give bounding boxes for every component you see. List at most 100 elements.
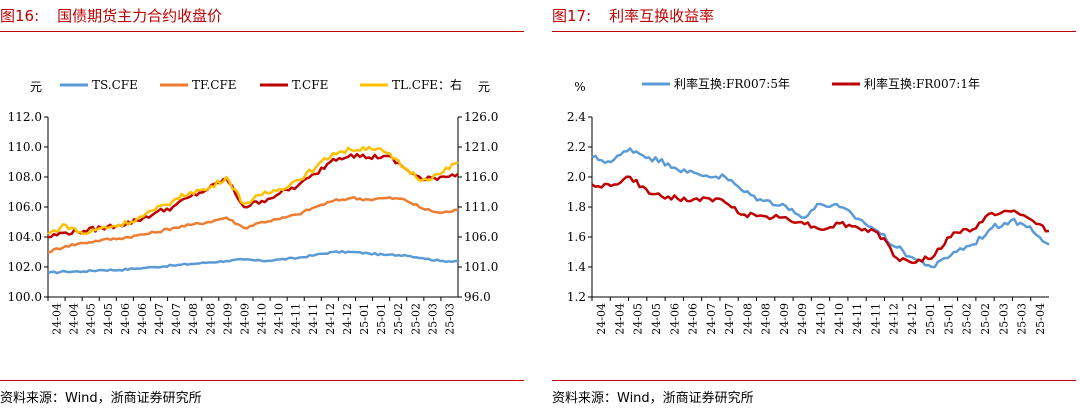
title-rule bbox=[0, 31, 524, 32]
x-tick-label: 24-06 bbox=[136, 303, 149, 335]
x-tick-label: 24-07 bbox=[170, 303, 183, 335]
x-tick-label: 24-11 bbox=[307, 303, 320, 335]
x-tick-label: 24-06 bbox=[687, 303, 700, 335]
x-tick-label: 24-10 bbox=[815, 303, 828, 335]
y-axis-unit: % bbox=[574, 80, 585, 94]
x-tick-label: 24-06 bbox=[119, 303, 132, 335]
figure-17-title-text: 利率互换收益率 bbox=[609, 7, 715, 25]
x-tick-label: 24-05 bbox=[102, 303, 115, 335]
legend-label-4: TL.CFE：右 bbox=[392, 77, 462, 92]
x-tick-label: 24-06 bbox=[668, 303, 681, 335]
y-right-tick-label: 116.0 bbox=[464, 170, 498, 184]
title-rule bbox=[552, 31, 1076, 32]
futures-closing-price-chart: 100.0 102.0 104.0 106.0 108.0 110.0 112.0 96.0 1… bbox=[8, 77, 499, 335]
x-tick-label: 24-11 bbox=[869, 303, 882, 335]
series-line-4 bbox=[47, 145, 459, 236]
y-right-tick-label: 111.0 bbox=[464, 200, 498, 214]
x-tick-label: 24-08 bbox=[187, 303, 200, 335]
x-tick-label: 25-03 bbox=[1016, 303, 1029, 335]
figure-16-panel: 图16: 国债期货主力合约收盘价 100.0 102.0 104.0 106.0 108.… bbox=[0, 0, 524, 410]
x-tick-label: 25-01 bbox=[358, 303, 371, 335]
legend-label-2: TF.CFE bbox=[192, 78, 237, 92]
series-line-1 bbox=[591, 147, 1050, 269]
x-tick-label: 25-01 bbox=[924, 303, 937, 335]
x-tick-label: 25-01 bbox=[942, 303, 955, 335]
x-tick-label: 24-10 bbox=[256, 303, 269, 335]
interest-rate-swap-chart: 1.2 1.4 1.6 1.8 2.0 2.2 2.4% 24-04 24-04 24-05 24-… bbox=[567, 76, 1050, 335]
y-tick-label: 2.0 bbox=[567, 170, 586, 184]
y-tick-label: 106.0 bbox=[8, 200, 42, 214]
y-tick-label: 2.2 bbox=[567, 140, 586, 154]
x-tick-label: 25-03 bbox=[426, 303, 439, 335]
figure-16-title: 图16: 国债期货主力合约收盘价 bbox=[0, 5, 222, 26]
x-tick-label: 24-10 bbox=[273, 303, 286, 335]
figure-16-title-text: 国债期货主力合约收盘价 bbox=[57, 7, 223, 25]
x-tick-label: 25-02 bbox=[392, 303, 405, 335]
figure-17-label: 图17: bbox=[552, 7, 592, 25]
y-right-tick-label: 121.0 bbox=[464, 140, 498, 154]
x-tick-label: 24-05 bbox=[632, 303, 645, 335]
x-tick-label: 24-05 bbox=[650, 303, 663, 335]
y-tick-label: 2.4 bbox=[567, 110, 586, 124]
x-tick-label: 24-09 bbox=[221, 303, 234, 335]
y-tick-label: 1.4 bbox=[567, 260, 586, 274]
series-line-2 bbox=[48, 196, 459, 254]
series-line-1 bbox=[47, 249, 459, 275]
x-tick-label: 24-07 bbox=[705, 303, 718, 335]
series-line-2 bbox=[591, 175, 1050, 265]
x-tick-label: 25-02 bbox=[979, 303, 992, 335]
y-tick-label: 108.0 bbox=[8, 170, 42, 184]
y-right-tick-label: 96.0 bbox=[464, 290, 491, 304]
x-tick-label: 24-12 bbox=[906, 303, 919, 335]
y-tick-label: 104.0 bbox=[8, 230, 42, 244]
x-tick-label: 24-08 bbox=[760, 303, 773, 335]
x-tick-label: 24-10 bbox=[833, 303, 846, 335]
x-tick-label: 25-03 bbox=[997, 303, 1010, 335]
legend-label-1: 利率互换:FR007:5年 bbox=[674, 76, 790, 91]
y-right-tick-label: 126.0 bbox=[464, 110, 498, 124]
legend-label-3: T.CFE bbox=[292, 78, 328, 92]
x-tick-label: 24-07 bbox=[723, 303, 736, 335]
y-tick-label: 102.0 bbox=[8, 260, 42, 274]
x-tick-label: 24-04 bbox=[613, 303, 626, 335]
y-tick-label: 110.0 bbox=[8, 140, 42, 154]
x-tick-label: 25-02 bbox=[409, 303, 422, 335]
x-tick-label: 24-07 bbox=[153, 303, 166, 335]
x-tick-label: 24-09 bbox=[778, 303, 791, 335]
y-right-tick-label: 101.0 bbox=[464, 260, 498, 274]
x-tick-label: 24-12 bbox=[341, 303, 354, 335]
y-tick-label: 1.8 bbox=[567, 200, 586, 214]
source-rule bbox=[0, 380, 524, 381]
figure-17-panel: 图17: 利率互换收益率 1.2 1.4 1.6 1.8 2.0 2.2 2.4% 24-04 2… bbox=[552, 0, 1076, 410]
x-tick-label: 24-04 bbox=[595, 303, 608, 335]
x-tick-label: 24-11 bbox=[851, 303, 864, 335]
figure-16-source: 资料来源：Wind，浙商证券研究所 bbox=[0, 391, 202, 406]
x-tick-label: 25-02 bbox=[961, 303, 974, 335]
x-tick-label: 25-04 bbox=[1034, 303, 1047, 335]
x-tick-label: 24-04 bbox=[68, 303, 81, 335]
y-axis-unit: 元 bbox=[30, 80, 42, 94]
x-tick-label: 24-09 bbox=[796, 303, 809, 335]
y-tick-label: 1.2 bbox=[567, 290, 586, 304]
x-tick-label: 24-05 bbox=[85, 303, 98, 335]
x-tick-label: 25-01 bbox=[375, 303, 388, 335]
figure-17-title: 图17: 利率互换收益率 bbox=[552, 5, 714, 26]
x-tick-label: 24-11 bbox=[290, 303, 303, 335]
y-tick-label: 1.6 bbox=[567, 230, 586, 244]
source-rule bbox=[552, 380, 1076, 381]
x-tick-label: 25-03 bbox=[443, 303, 456, 335]
x-tick-label: 24-09 bbox=[238, 303, 251, 335]
y-tick-label: 100.0 bbox=[8, 290, 42, 304]
x-tick-label: 24-08 bbox=[741, 303, 754, 335]
legend-label-1: TS.CFE bbox=[92, 78, 138, 92]
x-tick-label: 24-04 bbox=[51, 303, 64, 335]
y-right-tick-label: 106.0 bbox=[464, 230, 498, 244]
y-tick-label: 112.0 bbox=[8, 110, 42, 124]
y-right-axis-unit: 元 bbox=[478, 80, 490, 94]
figure-17-source: 资料来源：Wind，浙商证券研究所 bbox=[552, 391, 754, 406]
x-tick-label: 24-12 bbox=[324, 303, 337, 335]
x-tick-label: 24-12 bbox=[888, 303, 901, 335]
legend-label-2: 利率互换:FR007:1年 bbox=[864, 76, 980, 91]
figure-16-label: 图16: bbox=[0, 7, 40, 25]
x-tick-label: 24-08 bbox=[204, 303, 217, 335]
